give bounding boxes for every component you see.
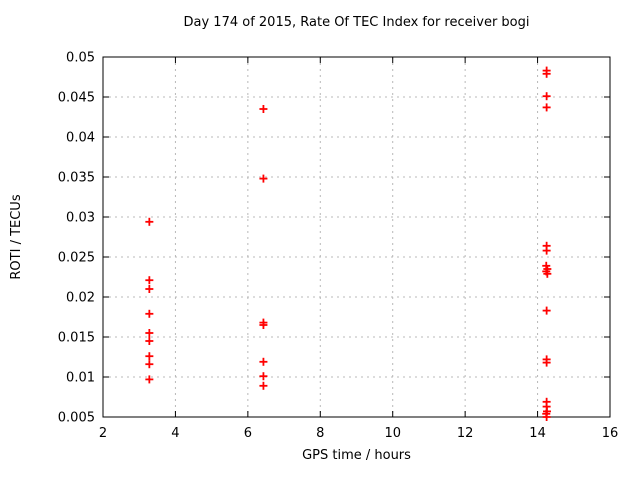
y-tick-label: 0.03	[66, 211, 95, 226]
x-tick-label: 14	[529, 426, 546, 441]
x-tick-label: 10	[384, 426, 401, 441]
x-tick-label: 2	[99, 426, 107, 441]
y-tick-label: 0.01	[66, 371, 95, 386]
y-tick-label: 0.025	[58, 251, 95, 266]
y-tick-label: 0.035	[58, 171, 95, 186]
y-tick-label: 0.04	[66, 131, 95, 146]
x-tick-label: 8	[316, 426, 324, 441]
x-tick-label: 12	[457, 426, 474, 441]
y-tick-label: 0.045	[58, 91, 95, 106]
x-tick-label: 4	[171, 426, 179, 441]
chart-title: Day 174 of 2015, Rate Of TEC Index for r…	[183, 15, 530, 30]
y-tick-label: 0.015	[58, 331, 95, 346]
plot-border	[102, 56, 611, 418]
y-tick-label: 0.05	[66, 51, 95, 66]
y-tick-label: 0.005	[58, 411, 95, 426]
x-axis-label: GPS time / hours	[302, 448, 411, 463]
x-tick-label: 6	[244, 426, 252, 441]
x-tick-label: 16	[602, 426, 619, 441]
y-tick-label: 0.02	[66, 291, 95, 306]
